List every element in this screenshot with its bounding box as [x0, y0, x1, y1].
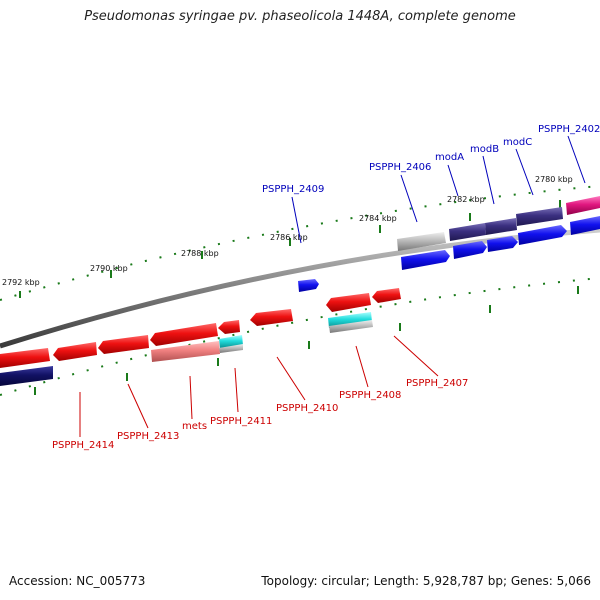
tick-label-2792: 2792 kbp	[2, 278, 40, 287]
tick-label-2784: 2784 kbp	[359, 214, 397, 223]
reverse-leader-lines	[79, 335, 439, 437]
tick-label-2790: 2790 kbp	[90, 264, 128, 273]
gene-feature[interactable]	[485, 218, 517, 235]
gene-feature[interactable]	[449, 223, 486, 241]
gene-feature[interactable]	[98, 335, 149, 354]
map-title: Pseudomonas syringae pv. phaseolicola 14…	[84, 9, 516, 24]
gene-feature[interactable]	[298, 279, 319, 292]
tick-label-2780: 2780 kbp	[535, 175, 573, 184]
gene-label-pspph-2408[interactable]: PSPPH_2408	[339, 390, 401, 401]
forward-features	[0, 196, 600, 386]
gene-feature[interactable]	[518, 225, 567, 245]
gene-feature[interactable]	[0, 366, 53, 386]
gene-label-pspph-2409[interactable]: PSPPH_2409	[262, 184, 324, 195]
gene-feature[interactable]	[0, 348, 50, 368]
gene-feature[interactable]	[250, 309, 293, 326]
reverse-features	[0, 288, 401, 368]
gene-feature[interactable]	[328, 312, 372, 328]
gene-feature[interactable]	[150, 323, 218, 346]
gene-label-modb[interactable]: modB	[470, 144, 499, 155]
gene-feature[interactable]	[218, 320, 240, 334]
tick-label-2788: 2788 kbp	[181, 249, 219, 258]
tick-label-2782: 2782 kbp	[447, 195, 485, 204]
gene-feature[interactable]	[329, 320, 373, 333]
gene-feature[interactable]	[151, 341, 220, 362]
genome-stats-text: Topology: circular; Length: 5,928,787 bp…	[261, 574, 591, 588]
gene-label-modc[interactable]: modC	[503, 137, 532, 148]
gene-feature[interactable]	[570, 216, 600, 235]
gene-label-pspph-2414[interactable]: PSPPH_2414	[52, 440, 114, 451]
inner-tick-ring	[0, 277, 600, 396]
gene-feature[interactable]	[487, 236, 518, 252]
gene-label-pspph-2406[interactable]: PSPPH_2406	[369, 162, 431, 173]
gene-label-pspph-2402[interactable]: PSPPH_2402	[538, 124, 600, 135]
gene-feature[interactable]	[219, 335, 243, 348]
gene-label-pspph-2407[interactable]: PSPPH_2407	[406, 378, 468, 389]
gene-label-moda[interactable]: modA	[435, 152, 464, 163]
gene-feature[interactable]	[326, 293, 371, 312]
gene-feature[interactable]	[397, 232, 446, 251]
gene-feature[interactable]	[53, 342, 97, 361]
gene-feature[interactable]	[566, 196, 600, 215]
gene-label-mets[interactable]: mets	[182, 421, 207, 432]
gene-feature[interactable]	[219, 344, 243, 353]
tick-label-2786: 2786 kbp	[270, 233, 308, 242]
gene-feature[interactable]	[401, 250, 450, 270]
gene-label-pspph-2411[interactable]: PSPPH_2411	[210, 416, 272, 427]
gene-label-pspph-2413[interactable]: PSPPH_2413	[117, 431, 179, 442]
gene-label-pspph-2410[interactable]: PSPPH_2410	[276, 403, 338, 414]
gene-feature[interactable]	[453, 241, 487, 259]
forward-leader-lines	[291, 135, 586, 244]
genome-backbone	[0, 227, 600, 349]
gene-feature[interactable]	[516, 207, 563, 226]
accession-text: Accession: NC_005773	[9, 574, 146, 588]
gene-feature[interactable]	[372, 288, 401, 303]
